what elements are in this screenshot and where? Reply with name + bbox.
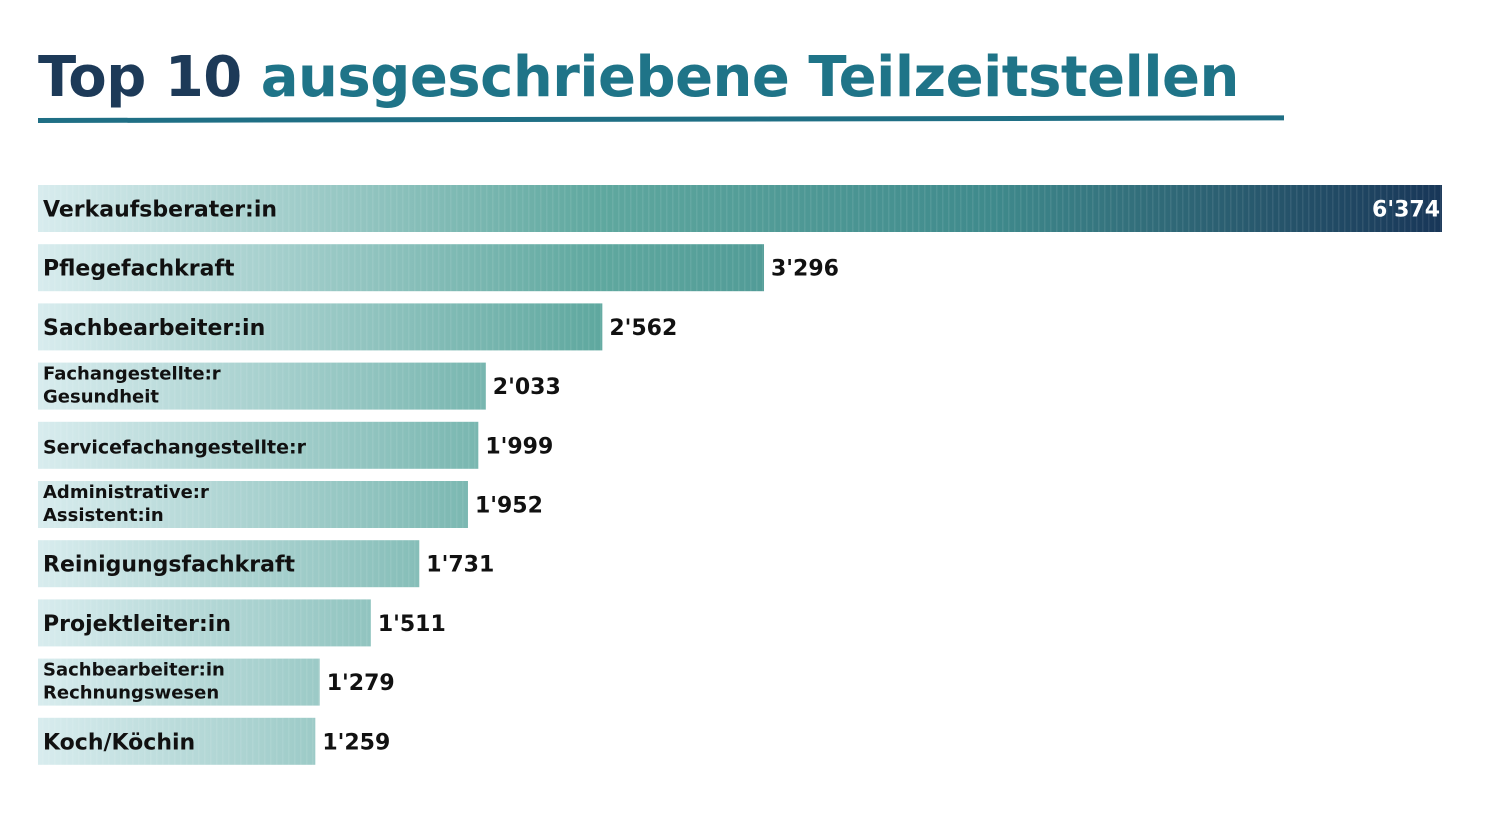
bar-category-label: Projektleiter:in [43,612,231,637]
bar-value-label: 6'374 [1372,198,1440,223]
bar-value-label: 2'033 [493,375,561,400]
bar-texture [38,540,420,588]
bar-category-label-line: Rechnungswesen [43,683,219,704]
bar-category-label-line: Fachangestellte:r [43,364,221,385]
bar-category-label-line: Assistent:in [43,505,164,526]
bar-category-label: Koch/Köchin [43,730,195,755]
chart-title: Top 10 ausgeschriebene Teilzeitstellen [38,38,1239,118]
bar-texture [38,303,603,351]
bar-category-label-line: Sachbearbeiter:in [43,660,225,681]
chart-title-part2: ausgeschriebene Teilzeitstellen [260,45,1240,110]
bar-category-label: Pflegefachkraft [43,257,235,282]
bar-category-label: Servicefachangestellte:r [43,436,307,458]
bar-texture [38,185,1442,232]
bar-value-label: 1'511 [378,612,446,637]
bar-category-label: Administrative:r Assistent:in [43,482,209,526]
bar-category-label: Fachangestellte:r Gesundheit [43,364,221,408]
bar-category-label: Sachbearbeiter:in [43,316,265,341]
bar-texture [38,658,320,706]
bar-texture [38,244,765,292]
bar-category-label-line: Gesundheit [43,387,159,408]
bar-value-label: 1'259 [322,730,390,755]
bar-value-label: 1'731 [426,553,494,578]
bar-category-label-line: Administrative:r [43,482,209,503]
bar-texture [38,717,316,765]
bar-texture [38,599,371,647]
bar-value-label: 2'562 [609,316,677,341]
bar-value-label: 1'279 [327,671,395,696]
bar-value-label: 3'296 [771,257,839,282]
bar-category-label: Reinigungsfachkraft [43,553,296,578]
bar-value-label: 1'999 [485,434,553,459]
bar-category-label: Sachbearbeiter:in Rechnungswesen [43,660,225,704]
bar-category-label: Verkaufsberater:in [43,198,277,223]
bar-value-label: 1'952 [475,494,543,519]
chart-title-part1: Top 10 [38,45,242,110]
bar-texture [38,481,468,528]
bar-texture [38,421,479,469]
bar-texture [38,362,486,410]
